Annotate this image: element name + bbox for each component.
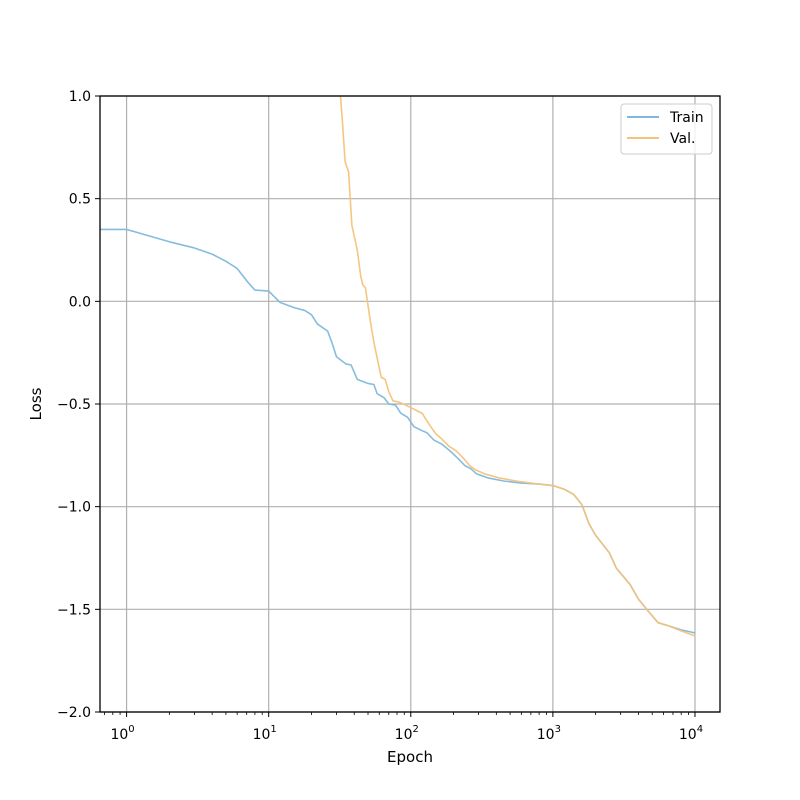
plot-frame [99, 95, 721, 713]
y-tick-label: 1.0 [69, 89, 91, 105]
x-tick-label: 103 [537, 724, 561, 743]
x-tick-label: 101 [253, 724, 277, 743]
y-tick-label: −1.0 [57, 500, 91, 516]
y-tick-label: 0.5 [69, 192, 91, 208]
y-tick-label: −0.5 [57, 397, 91, 413]
tick-layer: 1.0 0.5 0.0 −0.5 −1.0 −1.5 −2.0 100 101 102 103 104 [57, 89, 703, 743]
series-line-val [339, 95, 696, 637]
legend-label-train: Train [669, 110, 704, 126]
series-layer [100, 95, 696, 637]
y-tick-label: −1.5 [57, 602, 91, 618]
x-tick-label: 102 [395, 724, 419, 743]
x-tick-label: 104 [679, 724, 703, 743]
y-tick-label: −2.0 [57, 705, 91, 721]
x-axis-label: Epoch [387, 748, 433, 766]
legend: Train Val. [620, 103, 713, 155]
x-tick-label: 100 [110, 724, 134, 743]
grid [100, 95, 720, 713]
y-tick-label: 0.0 [69, 294, 91, 310]
y-axis-label: Loss [27, 387, 45, 420]
legend-label-val: Val. [670, 131, 695, 147]
